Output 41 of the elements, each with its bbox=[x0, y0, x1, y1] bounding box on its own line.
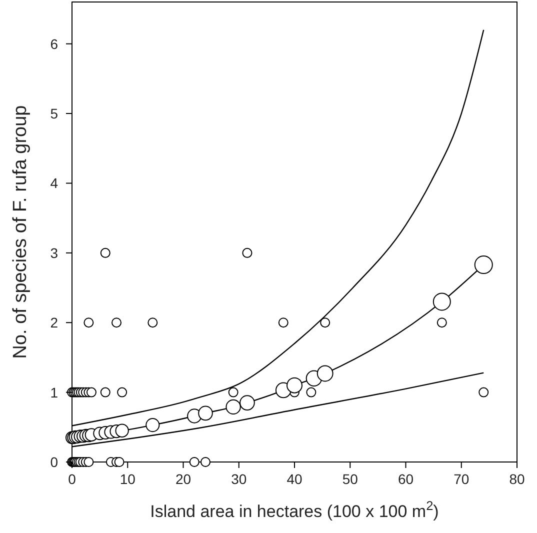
point bbox=[228, 387, 238, 398]
point bbox=[100, 248, 110, 258]
point bbox=[306, 387, 316, 398]
point bbox=[198, 406, 213, 421]
x-tick-label: 30 bbox=[231, 471, 247, 487]
point bbox=[240, 395, 255, 410]
point bbox=[115, 424, 129, 438]
x-tick-label: 10 bbox=[120, 471, 136, 487]
point bbox=[100, 387, 110, 398]
y-tick-label: 4 bbox=[50, 175, 58, 192]
y-tick-label: 2 bbox=[50, 314, 58, 331]
point bbox=[242, 248, 252, 258]
x-tick-label: 80 bbox=[509, 471, 525, 487]
x-tick-label: 60 bbox=[398, 471, 414, 487]
point bbox=[148, 318, 158, 328]
point bbox=[84, 318, 94, 328]
x-tick-label: 20 bbox=[175, 471, 192, 487]
x-tick-label: 0 bbox=[68, 471, 76, 487]
point bbox=[112, 318, 122, 328]
y-tick-label: 1 bbox=[50, 384, 58, 400]
x-tick-label: 50 bbox=[342, 471, 358, 487]
point bbox=[117, 387, 128, 398]
point bbox=[200, 457, 210, 467]
y-axis-title: No. of species of F. rufa group bbox=[10, 105, 31, 359]
x-axis-title: Island area in hectares (100 x 100 m$^{2}$) bbox=[150, 498, 439, 521]
y-tick-label: 0 bbox=[50, 454, 58, 470]
point bbox=[478, 387, 489, 398]
point bbox=[436, 318, 447, 328]
point bbox=[278, 318, 288, 328]
point bbox=[114, 457, 124, 467]
y-tick-label: 6 bbox=[50, 36, 58, 52]
y-tick-label: 5 bbox=[50, 106, 58, 122]
x-tick-label: 70 bbox=[454, 471, 470, 487]
point bbox=[320, 318, 330, 328]
x-tick-label: 40 bbox=[286, 471, 302, 487]
point bbox=[84, 457, 94, 467]
point bbox=[86, 387, 96, 398]
y-tick-label: 3 bbox=[50, 244, 58, 261]
point bbox=[226, 399, 241, 415]
point bbox=[146, 418, 160, 432]
point bbox=[189, 457, 200, 467]
